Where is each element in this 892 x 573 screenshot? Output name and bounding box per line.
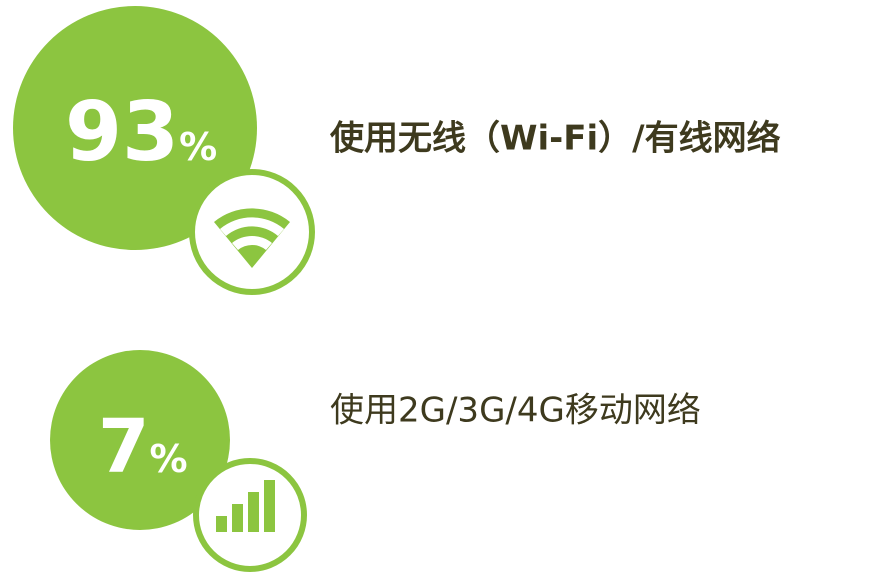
stat-value: 93% (65, 85, 217, 180)
wifi-icon (214, 208, 290, 268)
stat-value: 7% (98, 404, 188, 490)
stat-label: 使用2G/3G/4G移动网络 (330, 391, 701, 431)
stat-mobile: 7% 使用2G/3G/4G移动网络 (50, 350, 701, 572)
signal-icon (216, 480, 275, 532)
stat-wifi: 93% 使用无线（Wi-Fi）/有线网络 (13, 6, 781, 295)
stat-circle (50, 350, 230, 530)
stat-label: 使用无线（Wi-Fi）/有线网络 (329, 119, 781, 159)
stat-circle (13, 6, 257, 250)
